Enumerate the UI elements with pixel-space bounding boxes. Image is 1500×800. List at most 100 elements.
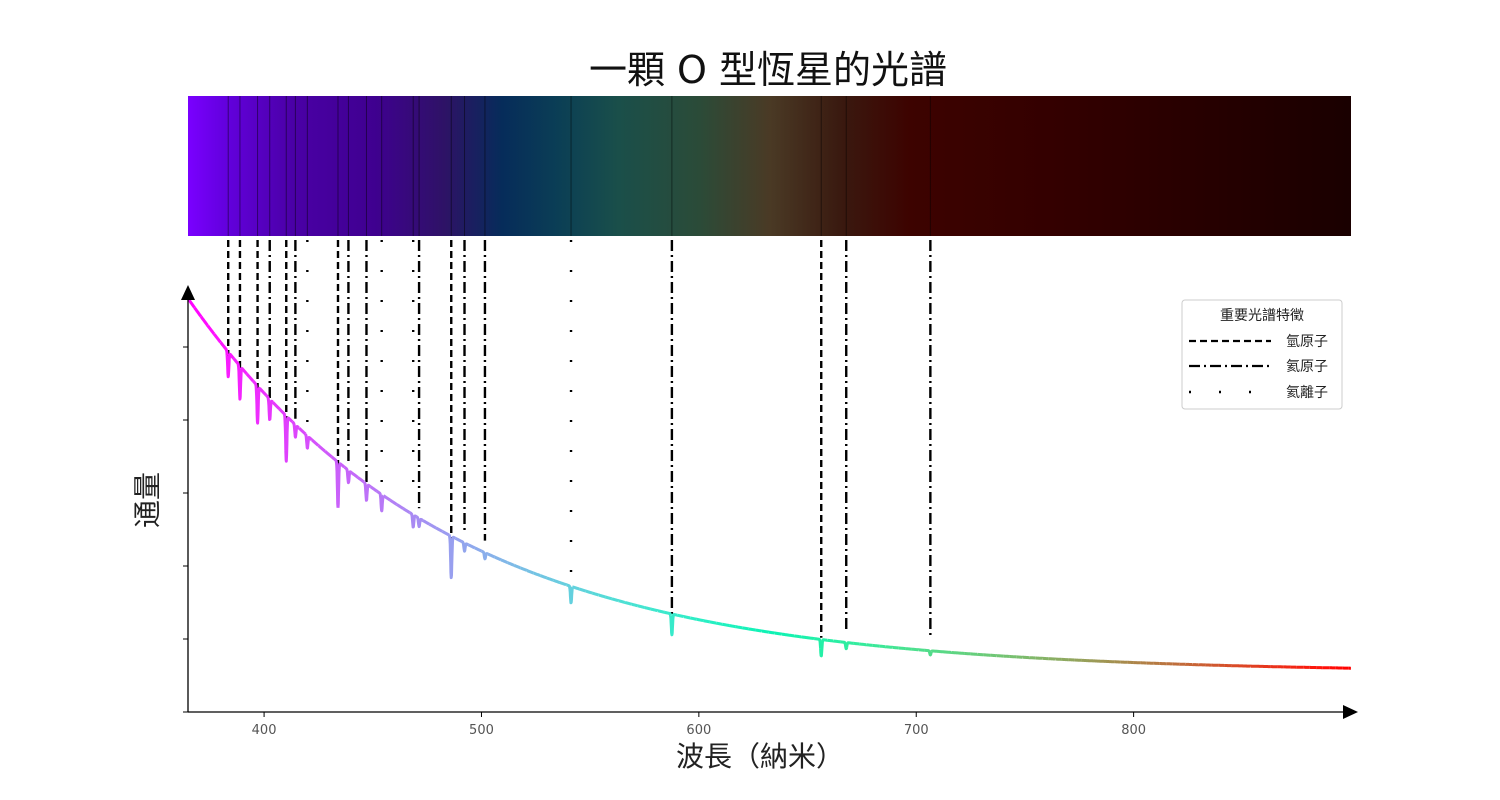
spectrum-segment: [245, 372, 255, 383]
spectrum-segment: [558, 581, 568, 587]
spectrum-segment: [512, 563, 522, 570]
spectrum-segment: [193, 306, 203, 318]
spectrum-segment: [428, 522, 438, 530]
spectrum-segment: [747, 627, 757, 632]
spectrum-segment: [695, 617, 705, 623]
spectrum-segment: [923, 648, 933, 657]
spectrum-segment: [793, 634, 803, 639]
spectrum-segment: [708, 620, 718, 625]
x-tick-label: 500: [469, 723, 494, 738]
legend-label-helium-ion: 氦離子: [1286, 384, 1328, 401]
spectrum-segment: [636, 604, 646, 609]
spectrum-segment: [388, 498, 398, 506]
spectrum-segment: [760, 629, 770, 634]
spectrum-segment: [812, 637, 823, 649]
x-tick-label: 600: [686, 723, 711, 738]
spectrum-segment: [819, 638, 829, 658]
spectrum-segment: [617, 599, 627, 604]
spectrum-segment: [415, 515, 424, 529]
spectrum-segment: [767, 630, 777, 635]
spectrum-segment: [878, 644, 887, 649]
spectrum-segment: [278, 407, 288, 451]
spectrum-segment: [310, 438, 320, 447]
legend-title: 重要光譜特徵: [1220, 308, 1304, 324]
spectrum-segment: [734, 625, 744, 630]
spectrum-segment: [584, 589, 594, 595]
band-absorption-lines: [227, 96, 931, 236]
spectrum-segment: [369, 485, 379, 493]
spectrum-segment: [265, 394, 274, 421]
spectrum-segment: [884, 645, 894, 649]
spectrum-segment: [865, 643, 874, 647]
spectrum-segment: [721, 622, 731, 627]
spectrum-segment: [467, 543, 477, 550]
spectrum-segment: [545, 576, 555, 582]
spectrum-segment: [571, 585, 581, 591]
spectrum-segment: [493, 555, 503, 562]
spectrum-segment: [336, 462, 346, 508]
spectrum-segment: [936, 649, 946, 654]
x-tick-label: 800: [1121, 723, 1146, 738]
spectrum-segment: [252, 379, 261, 425]
spectrum-segment: [219, 341, 229, 356]
spectrum-segment: [956, 651, 966, 655]
spectrum-segment: [688, 616, 698, 621]
x-tick-label: 700: [904, 723, 929, 738]
spectrum-segment: [225, 352, 235, 379]
spectrum-segment: [447, 533, 457, 580]
spectrum-segment: [780, 632, 790, 637]
spectrum-segment: [480, 549, 490, 561]
spectrum-segment: [356, 475, 366, 484]
spectrum-segment: [962, 651, 972, 656]
spectrum-segment: [565, 583, 575, 605]
spectrum-segment: [832, 639, 842, 644]
spectrum-segment: [604, 595, 614, 601]
spectrum-segment: [486, 552, 496, 559]
spectrum-segment: [284, 416, 294, 463]
spectrum-segment: [519, 566, 529, 572]
spectrum-segment: [806, 636, 816, 641]
spectrum-segment: [506, 561, 516, 567]
spectrum-segment: [930, 649, 940, 653]
y-axis-ticks: [183, 346, 188, 713]
spectrum-segment: [402, 507, 411, 514]
spectrum-segment: [662, 610, 673, 617]
legend: 重要光譜特徵 氫原子 氦原子 氦離子: [1181, 299, 1343, 410]
spectrum-segment: [304, 433, 314, 450]
spectrum-segment: [728, 624, 737, 629]
x-tick-label: 400: [252, 723, 277, 738]
spectrum-segment: [317, 444, 327, 453]
y-axis-label: 通量: [131, 472, 164, 528]
spectrum-segment: [682, 615, 692, 620]
spectrum-segment: [349, 471, 359, 479]
spectrum-segment: [206, 324, 216, 336]
spectrum-segment: [845, 641, 855, 648]
x-axis-arrow-icon: [1343, 705, 1358, 719]
chart-title: 一顆 O 型恆星的光譜: [589, 48, 947, 92]
spectrum-color-band: [188, 96, 1351, 236]
spectrum-segment: [212, 332, 222, 344]
spectrum-segment: [362, 480, 372, 502]
spectrum-segment: [271, 401, 281, 411]
spectrum-segment: [258, 387, 268, 397]
spectrum-segment: [988, 653, 998, 658]
spectrum-segment: [473, 546, 483, 553]
spectrum-segment: [199, 315, 209, 327]
feature-marker-lines: [227, 240, 932, 638]
spectrum-segment: [943, 650, 953, 654]
spectrum-segment: [238, 367, 248, 398]
spectrum-segment: [597, 593, 607, 599]
spectrum-segment: [232, 357, 242, 401]
spectrum-segment: [910, 647, 920, 652]
spectrum-segment: [408, 511, 418, 529]
spectrum-segment: [552, 578, 561, 584]
legend-box: [1181, 299, 1343, 410]
spectrum-segment: [917, 648, 927, 652]
spectrum-segment: [441, 529, 451, 537]
x-axis-ticks: 400 500 600 700 800: [252, 712, 1146, 738]
spectrum-segment: [675, 613, 685, 618]
y-axis-arrow-icon: [181, 285, 195, 300]
spectrum-segment: [852, 641, 861, 646]
spectrum-segment: [773, 631, 783, 636]
